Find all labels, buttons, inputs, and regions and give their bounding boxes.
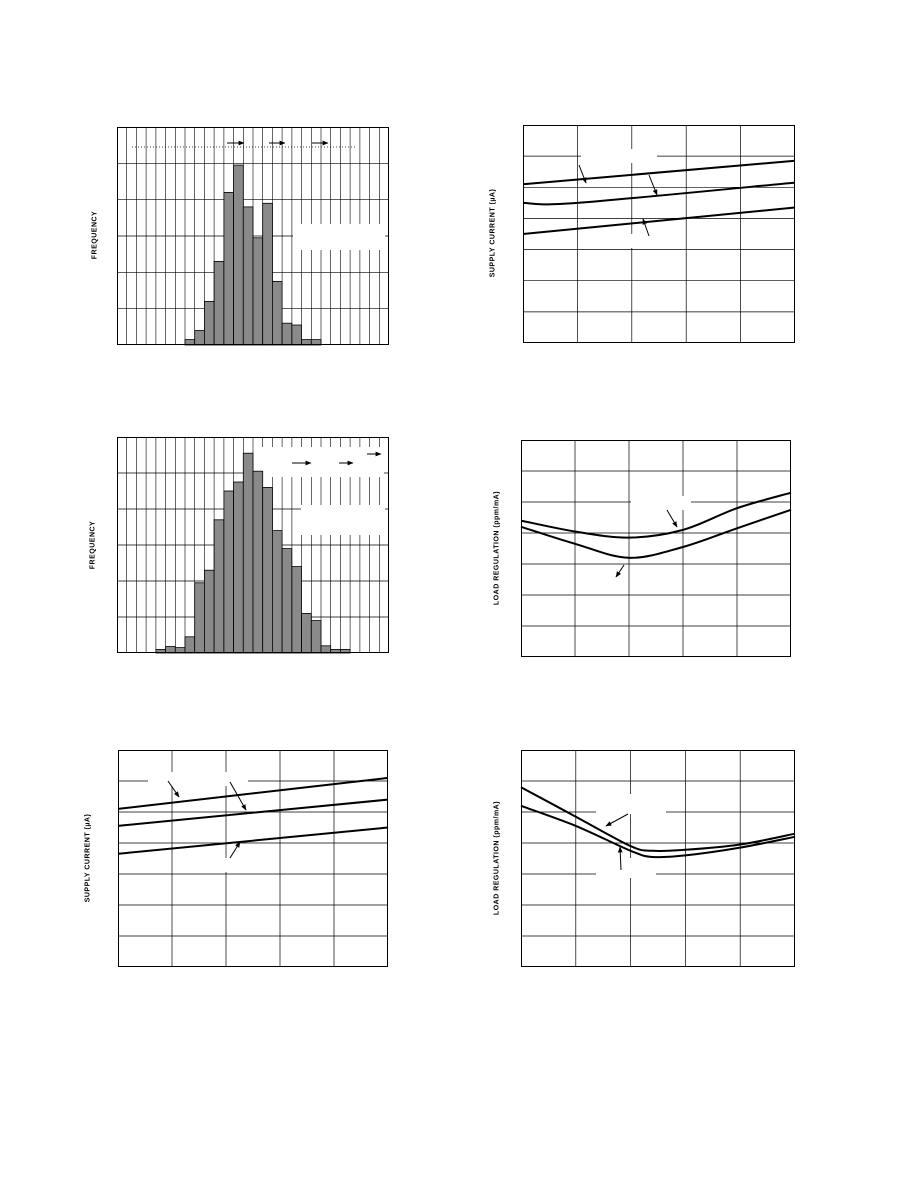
series-line [522,181,796,206]
series-line [520,491,792,539]
supply-current-chart-1 [522,125,796,343]
histogram-bar [242,206,254,346]
histogram-bar [194,582,205,654]
y-axis-label: LOAD REGULATION (ppm/mA) [493,800,501,916]
supply-current-2-plot [117,750,389,967]
histogram-bar [281,548,293,654]
legend-box [223,858,263,872]
histogram-chart-2 [117,437,389,654]
histogram-bar [213,519,225,654]
arrow-icon [648,174,658,196]
y-axis-label: LOAD REGULATION (ppm/mA) [493,490,501,606]
histogram-bar [291,324,302,346]
load-regulation-1-plot [520,440,792,657]
load-regulation-2-plot [520,750,796,967]
histogram-1-plot [117,127,389,346]
plot-frame [117,437,389,653]
plot-frame [523,125,795,343]
histogram-bar [233,164,244,346]
histogram-bar [252,237,264,346]
series-line [117,776,389,810]
arrow-icon [666,509,678,528]
series-line [522,159,796,186]
arrow-icon [229,841,241,859]
histogram-bar [223,192,235,346]
histogram-bar [184,636,196,654]
y-axis-label: SUPPLY CURRENT (µA) [84,813,92,903]
legend-box [148,772,248,786]
legend-box [258,447,384,477]
histogram-bar [252,470,264,654]
y-axis-label: SUPPLY CURRENT (µA) [489,188,497,278]
legend-box [301,505,385,535]
series-line [117,826,389,855]
histogram-bar [281,322,293,346]
series-line [520,508,792,559]
y-axis-label: FREQUENCY [89,520,97,570]
legend-box [596,794,666,814]
histogram-bar [213,260,225,346]
histogram-bar [262,202,273,346]
histogram-bar [310,620,322,654]
histogram-bar [233,481,244,654]
load-regulation-chart-1 [520,440,792,657]
legend-box [581,234,657,248]
series-line [520,786,796,853]
load-regulation-chart-2 [520,750,796,967]
histogram-bar [204,300,215,346]
plot-frame [117,127,389,345]
series-line [522,206,796,235]
plot-frame [118,750,388,967]
histogram-bar [301,612,312,654]
supply-current-1-plot [522,125,796,343]
legend-box [293,224,385,250]
histogram-2-plot [117,437,389,654]
supply-current-chart-2 [117,750,389,967]
histogram-bar [223,490,235,654]
histogram-bar [204,569,215,654]
histogram-bar [262,487,273,654]
histogram-bar [242,452,254,654]
arrow-icon [167,780,180,798]
arrow-icon [605,813,629,827]
histogram-bar [320,645,332,654]
plot-frame [521,750,795,967]
histogram-bar [194,330,205,346]
legend-box [631,496,691,510]
legend-box [596,858,656,878]
series-line [520,804,796,859]
histogram-chart-1 [117,127,389,346]
histogram-bar [271,530,283,654]
histogram-bar [291,566,302,654]
series-line [117,798,389,827]
y-axis-label: FREQUENCY [91,210,99,260]
arrow-icon [617,846,623,871]
arrow-icon [615,564,625,578]
histogram-bar [271,280,283,346]
arrow-icon [578,164,587,184]
legend-box [581,149,657,163]
plot-frame [521,440,791,657]
